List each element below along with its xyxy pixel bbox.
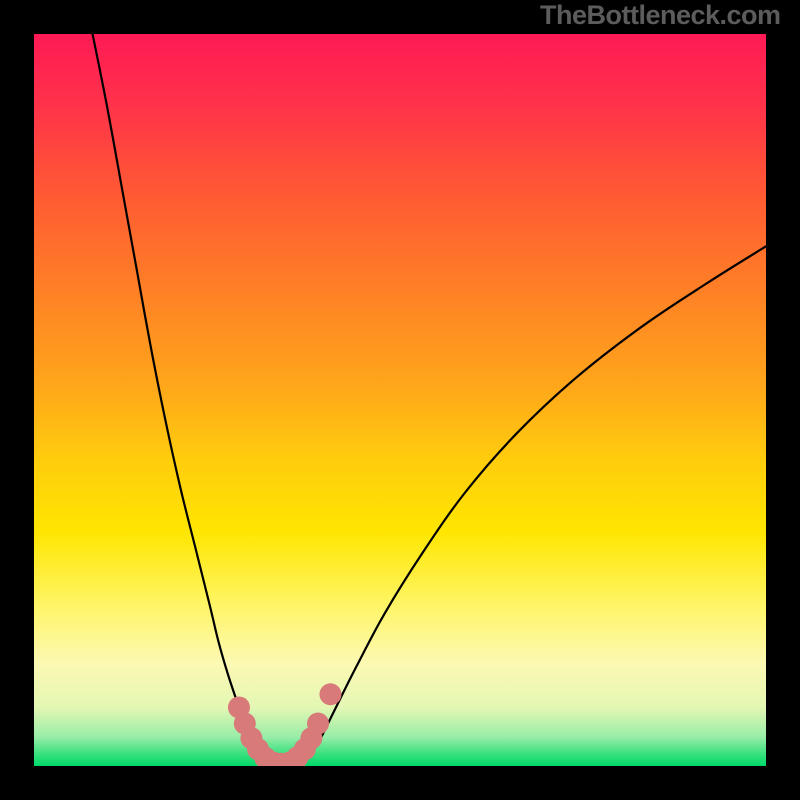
watermark-text: TheBottleneck.com <box>540 0 781 31</box>
gradient-background <box>34 34 766 766</box>
data-marker <box>307 713 329 735</box>
chart-canvas: TheBottleneck.com <box>0 0 800 800</box>
curve-valley <box>268 766 301 768</box>
data-marker <box>319 683 341 705</box>
chart-svg <box>0 0 800 800</box>
